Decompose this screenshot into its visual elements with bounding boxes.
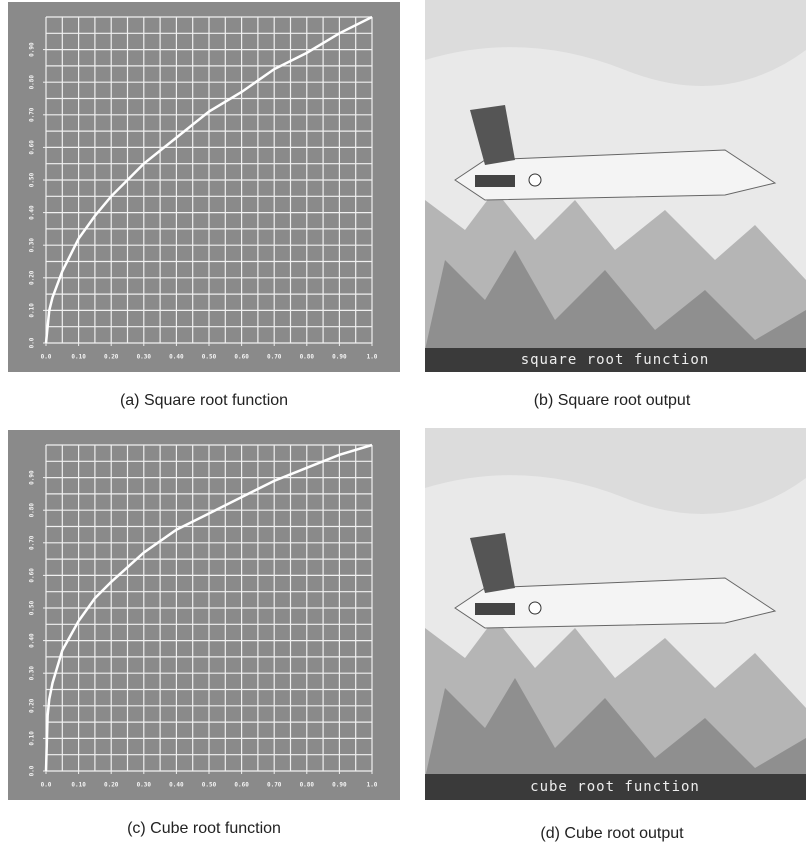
photo-b: square root function (424, 0, 806, 373)
plot-panel (8, 430, 400, 800)
curve (44, 443, 373, 772)
x-tick-label: 0.20 (104, 782, 119, 789)
x-tick-label: 0.80 (300, 782, 315, 789)
x-tick-label: 1.0 (367, 354, 378, 361)
x-tick-label: 0.10 (71, 354, 86, 361)
y-tick-label: 0.10 (29, 303, 36, 318)
x-tick-label: 0.0 (41, 354, 52, 361)
y-tick-label: 0.80 (29, 503, 36, 518)
caption: (d) Cube root output (540, 825, 684, 842)
caption: (b) Square root output (534, 392, 691, 409)
x-tick-label: 0.90 (332, 354, 347, 361)
y-tick-label: 0.80 (29, 75, 36, 90)
x-tick-label: 0.60 (234, 354, 249, 361)
x-tick-label: 0.60 (234, 782, 249, 789)
x-tick-label: 0.10 (71, 782, 86, 789)
y-tick-label: 0.20 (29, 270, 36, 285)
image-overlay: square root function (521, 352, 710, 368)
y-tick-label: 0.70 (29, 107, 36, 122)
photo-d: cube root function (424, 427, 806, 801)
x-tick-label: 1.0 (367, 782, 378, 789)
x-tick-label: 0.20 (104, 354, 119, 361)
y-tick-label: 0.70 (29, 535, 36, 550)
x-tick-label: 0.50 (202, 782, 217, 789)
y-tick-label: 0.30 (29, 666, 36, 681)
caption: (c) Cube root function (127, 820, 281, 837)
y-tick-label: 0.0 (29, 765, 36, 776)
x-tick-label: 0.30 (137, 354, 152, 361)
x-tick-label: 0.80 (300, 354, 315, 361)
y-tick-label: 0.90 (29, 42, 36, 57)
y-tick-label: 0.30 (29, 238, 36, 253)
y-tick-label: 0.90 (29, 470, 36, 485)
caption: (a) Square root function (120, 392, 288, 409)
y-tick-label: 0.10 (29, 731, 36, 746)
x-tick-label: 0.0 (41, 782, 52, 789)
x-tick-label: 0.30 (137, 782, 152, 789)
image-overlay: cube root function (530, 779, 700, 795)
y-tick-label: 0.60 (29, 140, 36, 155)
x-tick-label: 0.50 (202, 354, 217, 361)
x-tick-label: 0.90 (332, 782, 347, 789)
x-tick-label: 0.70 (267, 782, 282, 789)
y-tick-label: 0.50 (29, 172, 36, 187)
y-tick-label: 0.40 (29, 205, 36, 220)
y-tick-label: 0.20 (29, 698, 36, 713)
y-tick-label: 0.0 (29, 337, 36, 348)
x-tick-label: 0.40 (169, 782, 184, 789)
y-tick-label: 0.40 (29, 633, 36, 648)
x-tick-label: 0.40 (169, 354, 184, 361)
curve (44, 15, 373, 344)
x-tick-label: 0.70 (267, 354, 282, 361)
y-tick-label: 0.60 (29, 568, 36, 583)
y-tick-label: 0.50 (29, 600, 36, 615)
plot-panel (8, 2, 400, 372)
